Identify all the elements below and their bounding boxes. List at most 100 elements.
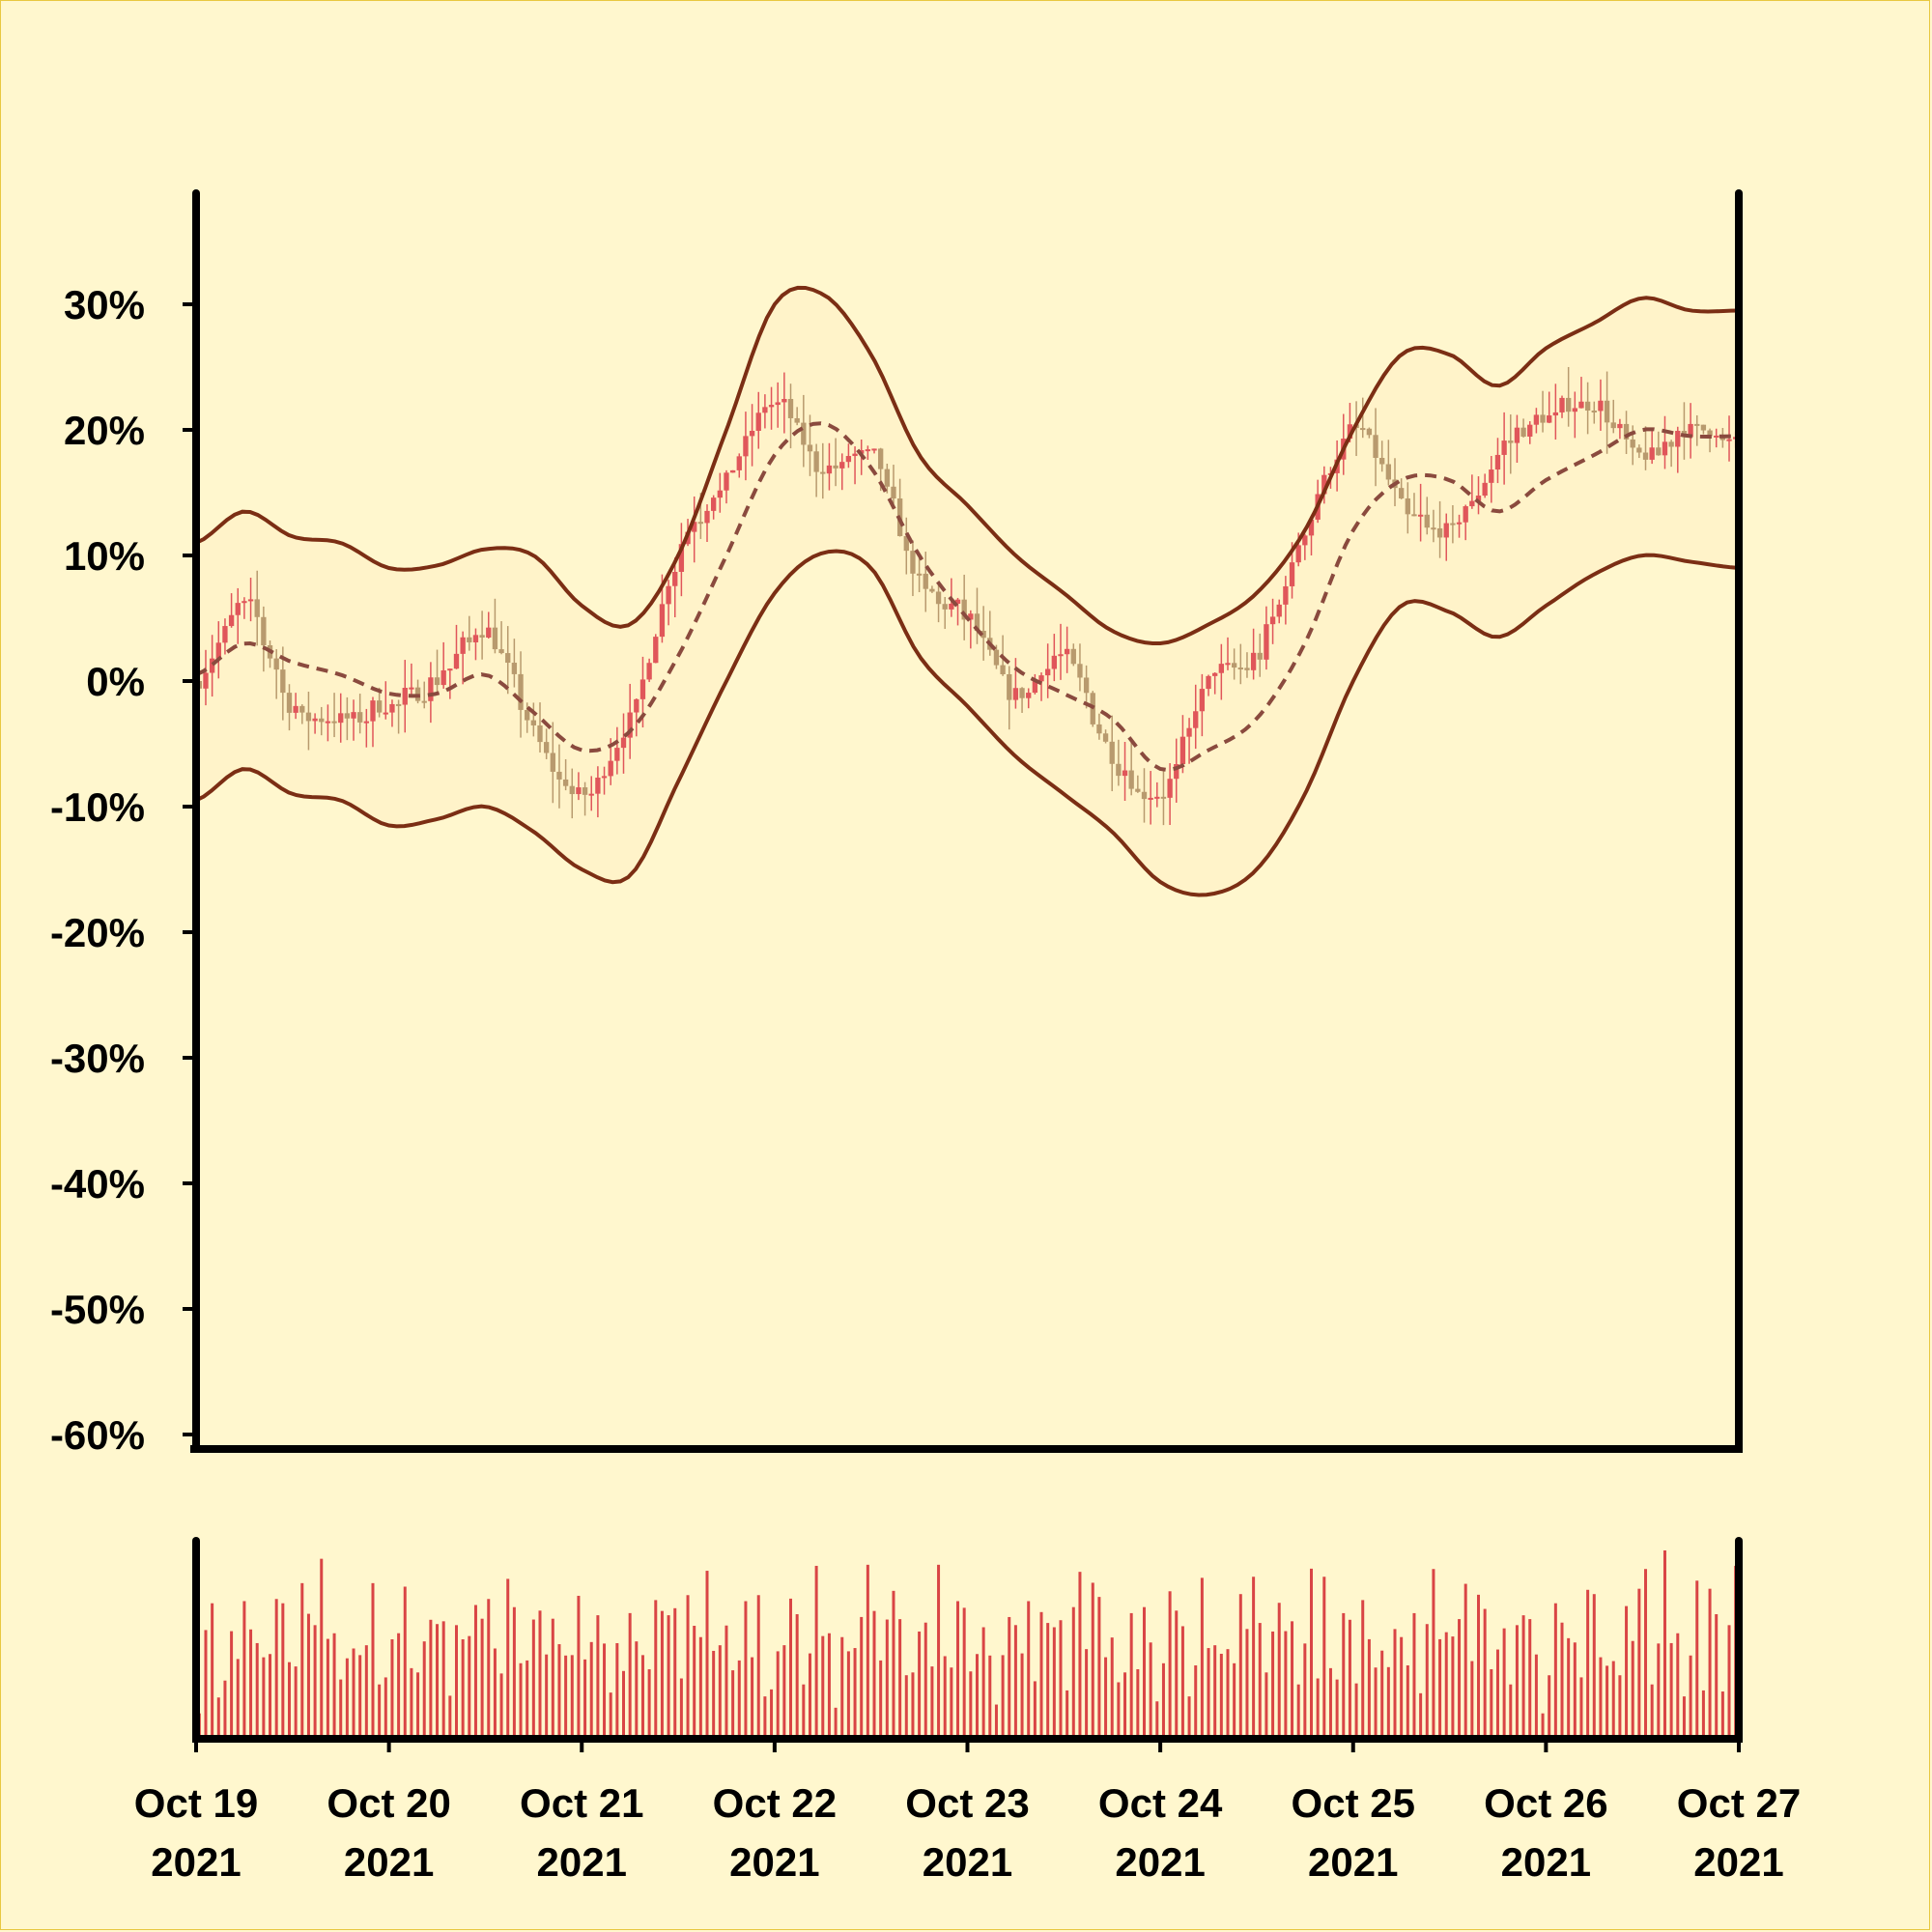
candle-body (1070, 648, 1076, 665)
candle-body (319, 718, 325, 723)
candle-body (1199, 689, 1206, 712)
candle-body (1552, 412, 1559, 416)
candle-body (1591, 411, 1597, 413)
candle-body (1714, 435, 1719, 438)
volume-bar (473, 1605, 477, 1739)
candle-body (935, 591, 942, 605)
volume-bar (667, 1615, 670, 1739)
volume-bar (1085, 1649, 1089, 1739)
volume-bar (1020, 1653, 1024, 1739)
candle-body (543, 742, 550, 753)
volume-bar (1374, 1667, 1378, 1739)
volume-bar (1490, 1668, 1493, 1739)
volume-bar (1123, 1672, 1127, 1739)
candle-body (1489, 469, 1494, 483)
candle-body (743, 436, 749, 457)
volume-bar (1008, 1616, 1011, 1739)
volume-bar (287, 1662, 291, 1739)
volume-bar (930, 1666, 934, 1739)
volume-bar (1605, 1665, 1609, 1739)
volume-bar (262, 1657, 266, 1739)
candle-body (993, 649, 1000, 666)
candle-body (498, 649, 504, 654)
candle-body (787, 399, 794, 418)
candle-body (980, 630, 986, 639)
candle-body (286, 693, 293, 713)
candle-body (1064, 648, 1070, 655)
volume-bar (724, 1625, 728, 1739)
y-tick-label: 10% (64, 533, 145, 579)
volume-bar (255, 1642, 259, 1739)
candle-body (1566, 397, 1572, 412)
volume-bar (1233, 1662, 1236, 1739)
candle-body (511, 663, 518, 674)
volume-bar (1412, 1612, 1416, 1739)
candle-body (1411, 514, 1417, 517)
volume-bar (204, 1630, 208, 1739)
candle-body (582, 787, 588, 795)
volume-bar (923, 1622, 927, 1739)
candle-body (595, 777, 601, 794)
candle-body (627, 712, 633, 738)
volume-bar (622, 1670, 626, 1739)
candle-body (222, 626, 228, 643)
volume-bar (1637, 1588, 1641, 1739)
y-tick-label: -10% (50, 784, 145, 830)
volume-bar (1682, 1696, 1686, 1739)
candle-body (1160, 796, 1167, 799)
candle-body (1154, 796, 1160, 799)
volume-bar (538, 1610, 542, 1739)
volume-bar (1136, 1668, 1140, 1739)
volume-bar (519, 1662, 523, 1739)
candle-body (749, 430, 755, 437)
candle-body (1360, 428, 1366, 431)
volume-bar (885, 1619, 889, 1739)
candle-body (1116, 763, 1122, 777)
candle-body (1436, 527, 1443, 538)
volume-bar (918, 1631, 922, 1739)
volume-bar (911, 1672, 915, 1739)
candle-body (247, 599, 254, 602)
x-tick-label-year: 2021 (1308, 1839, 1398, 1885)
candle-body (1257, 652, 1263, 660)
candle-body (1540, 414, 1546, 423)
volume-bar (281, 1603, 285, 1739)
candle-body (467, 637, 472, 642)
candle-body (273, 658, 279, 670)
candle-body (1347, 424, 1353, 440)
volume-bar (628, 1612, 632, 1739)
candle-body (1128, 770, 1134, 789)
candle-body (608, 760, 613, 777)
candle-body (1264, 624, 1269, 660)
volume-bar (937, 1564, 941, 1739)
candle-body (736, 456, 742, 470)
x-tick-label-year: 2021 (344, 1839, 434, 1885)
candle-body (1547, 415, 1552, 423)
candle-body (717, 490, 723, 498)
candle-body (351, 712, 356, 719)
candle-body (949, 603, 954, 610)
volume-bar (635, 1641, 639, 1739)
volume-bar (1354, 1683, 1358, 1739)
candle-body (1032, 681, 1038, 694)
candle-body (1135, 788, 1141, 792)
volume-bar (1161, 1662, 1165, 1739)
candle-body (434, 677, 440, 686)
candle-body (1584, 401, 1591, 412)
volume-bar (770, 1689, 774, 1739)
candle-body (653, 637, 659, 664)
volume-bar (211, 1603, 214, 1739)
candle-body (1494, 454, 1501, 470)
x-tick-label-year: 2021 (151, 1839, 241, 1885)
x-tick-label-date: Oct 20 (327, 1780, 450, 1826)
volume-bar (403, 1586, 407, 1739)
volume-bar (1419, 1692, 1423, 1739)
candle-body (1662, 441, 1668, 456)
candle-body (923, 573, 928, 589)
volume-bar (1509, 1684, 1513, 1739)
volume-bar (1245, 1629, 1249, 1739)
volume-bar (1129, 1612, 1133, 1739)
x-tick-label-date: Oct 19 (134, 1780, 258, 1826)
candle-body (556, 771, 562, 780)
